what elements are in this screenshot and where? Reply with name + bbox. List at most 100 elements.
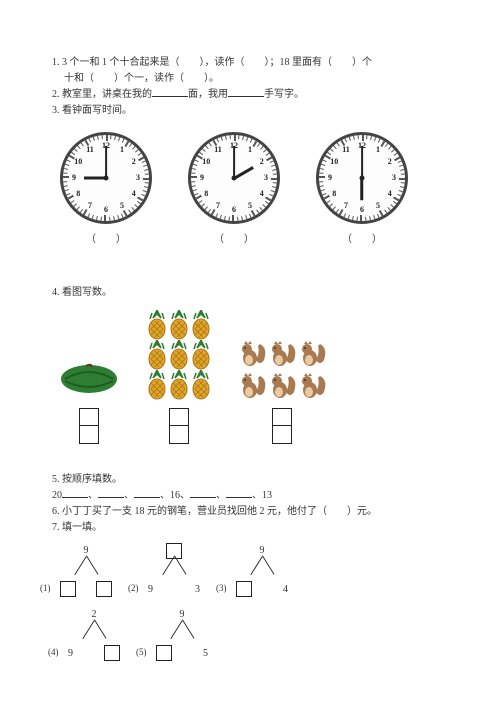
number-bond: (3)94 — [232, 543, 292, 597]
clock-number: 4 — [128, 189, 140, 199]
answer-box[interactable] — [272, 408, 292, 444]
pineapple-icon — [146, 370, 168, 400]
clock-number: 1 — [116, 145, 128, 155]
q2-post: 手写字。 — [264, 89, 304, 100]
bond-right[interactable] — [96, 581, 112, 597]
q2-mid: 面，我用 — [188, 89, 228, 100]
clock-number: 1 — [372, 145, 384, 155]
clock-number: 3 — [132, 173, 144, 183]
bond-left: 9 — [148, 582, 153, 597]
hour-hand — [361, 178, 364, 200]
bond-right: 4 — [283, 582, 288, 597]
q5-mid: 、16、 — [160, 490, 190, 501]
squirrel-icon — [238, 370, 266, 400]
worksheet-page: 1. 3 个一和 1 个十合起来是（ ），读作（ ）；18 里面有（ ）个 十和… — [0, 0, 500, 681]
bond-left[interactable] — [60, 581, 76, 597]
clock-pivot — [104, 176, 109, 181]
clock-number: 4 — [256, 189, 268, 199]
number-bond: (2)93 — [144, 543, 204, 597]
bond-right[interactable] — [104, 645, 120, 661]
clock-number: 5 — [244, 201, 256, 211]
clock-number: 11 — [340, 145, 352, 155]
squirrel-group — [238, 338, 326, 400]
number-bond: (1)9 — [56, 543, 116, 597]
pineapple-icon — [168, 370, 190, 400]
clock-number: 8 — [200, 189, 212, 199]
bond-line — [170, 620, 183, 639]
clock-number: 2 — [128, 157, 140, 167]
q5-b4[interactable] — [190, 488, 216, 498]
clock-number: 11 — [212, 145, 224, 155]
q2-blank2[interactable] — [228, 87, 264, 97]
bond-line — [250, 556, 263, 575]
pineapple-icon — [190, 310, 212, 340]
number-bond: (5)95 — [152, 607, 212, 661]
q7-title: 7. 填一填。 — [52, 520, 452, 535]
q2-pre: 2. 教室里，讲桌在我的 — [52, 89, 152, 100]
watermelon-icon — [58, 359, 120, 395]
q6: 6. 小丁丁买了一支 18 元的钢笔，营业员找回他 2 元，他付了（ ）元。 — [52, 504, 452, 519]
number-bond: (4)29 — [64, 607, 124, 661]
q5-start: 20 — [52, 490, 62, 501]
q1-line2: 十和（ ）个一，读作（ ）。 — [52, 71, 452, 86]
clock-number: 6 — [356, 205, 368, 215]
q5-b1[interactable] — [62, 488, 88, 498]
minute-hand — [105, 146, 107, 178]
q2: 2. 教室里，讲桌在我的 面，我用 手写字。 — [52, 87, 452, 102]
pineapple-icon — [190, 370, 212, 400]
q5-end: 、13 — [252, 490, 272, 501]
bond-line — [262, 555, 275, 574]
bond-line — [74, 556, 87, 575]
clock-number: 3 — [388, 173, 400, 183]
clock-answer-blank[interactable]: （ ） — [214, 232, 254, 247]
q4-item — [58, 359, 120, 444]
bond-label: (1) — [40, 582, 51, 596]
squirrel-icon — [268, 338, 296, 368]
bond-line — [86, 555, 99, 574]
bond-right: 5 — [203, 646, 208, 661]
clock-number: 6 — [228, 205, 240, 215]
clock-number: 7 — [84, 201, 96, 211]
clock-number: 1 — [244, 145, 256, 155]
q5-b2[interactable] — [98, 488, 124, 498]
clock-number: 8 — [328, 189, 340, 199]
pineapple-icon — [146, 340, 168, 370]
bond-label: (3) — [216, 582, 227, 596]
clock-pivot — [232, 176, 237, 181]
bond-label: (4) — [48, 646, 59, 660]
q1-line1: 1. 3 个一和 1 个十合起来是（ ），读作（ ）；18 里面有（ ）个 — [52, 55, 452, 70]
squirrel-icon — [298, 338, 326, 368]
clock-number: 7 — [340, 201, 352, 211]
q5-title: 5. 按顺序填数。 — [52, 472, 452, 487]
answer-box[interactable] — [169, 408, 189, 444]
clock-face: 121234567891011 — [60, 132, 152, 224]
clock-number: 4 — [384, 189, 396, 199]
bond-row-1: (1)9(2)93(3)94 — [56, 543, 452, 597]
clock-col: 121234567891011（ ） — [60, 132, 152, 247]
squirrel-icon — [298, 370, 326, 400]
pineapple-group — [146, 310, 212, 400]
bond-label: (5) — [136, 646, 147, 660]
clock-number: 9 — [196, 173, 208, 183]
answer-box[interactable] — [79, 408, 99, 444]
clock-col: 121234567891011（ ） — [316, 132, 408, 247]
bond-left[interactable] — [236, 581, 252, 597]
clock-number: 3 — [260, 173, 272, 183]
bond-line — [82, 620, 95, 639]
minute-hand — [233, 146, 235, 178]
q5-b3[interactable] — [134, 488, 160, 498]
bond-left[interactable] — [156, 645, 172, 661]
q3-title: 3. 看钟面写时间。 — [52, 103, 452, 118]
clock-col: 121234567891011（ ） — [188, 132, 280, 247]
clock-number: 10 — [72, 157, 84, 167]
clock-answer-blank[interactable]: （ ） — [86, 232, 126, 247]
clock-answer-blank[interactable]: （ ） — [342, 232, 382, 247]
q4-item — [146, 310, 212, 444]
watermelon-group — [58, 359, 120, 400]
bond-row-2: (4)29 (5)95 — [64, 607, 452, 661]
bond-line — [94, 619, 107, 638]
bond-line — [182, 619, 195, 638]
q2-blank1[interactable] — [152, 87, 188, 97]
q5-b5[interactable] — [226, 488, 252, 498]
clock-number: 6 — [100, 205, 112, 215]
